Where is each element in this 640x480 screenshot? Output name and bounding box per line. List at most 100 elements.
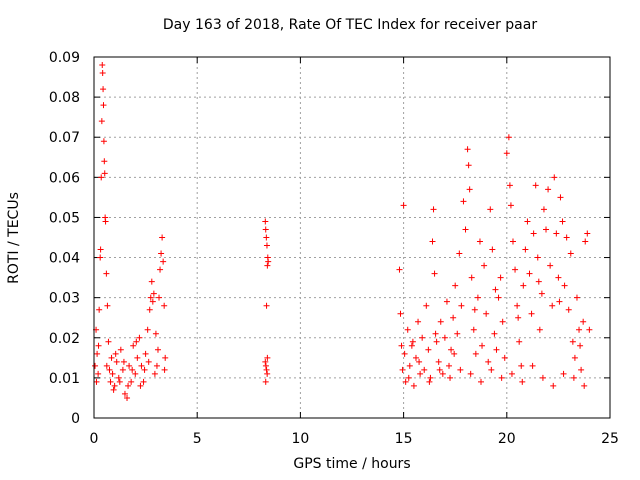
data-point [162,354,169,361]
data-point [152,330,159,337]
data-point [262,358,269,365]
data-point [483,310,490,317]
grid [94,57,610,418]
data-point [497,274,504,281]
data-point [528,310,535,317]
x-axis-label: GPS time / hours [293,456,411,472]
y-tick-label: 0.08 [49,90,80,106]
data-point [262,218,269,225]
data-point [262,362,269,369]
data-point [149,298,156,305]
data-point [399,366,406,373]
data-point [121,390,128,397]
data-point [263,242,270,249]
data-point [120,358,127,365]
data-point [154,346,161,353]
data-point [464,146,471,153]
data-point [556,298,563,305]
data-point [113,358,120,365]
data-point [128,378,135,385]
data-point [443,298,450,305]
data-point [98,174,105,181]
data-point [264,370,271,377]
data-point [530,230,537,237]
data-point [95,370,102,377]
data-point [436,366,443,373]
data-point [111,382,118,389]
data-point [99,62,106,69]
data-point [529,362,536,369]
data-point [142,350,149,357]
data-point [549,302,556,309]
data-point [465,162,472,169]
data-point [435,358,442,365]
data-point [553,230,560,237]
x-tick-label: 25 [601,431,619,447]
data-point [161,302,168,309]
data-point [125,382,132,389]
data-point [581,382,588,389]
data-point [456,250,463,257]
data-point [467,370,474,377]
data-point [452,282,459,289]
data-point [429,238,436,245]
data-point [522,246,529,253]
data-point [108,354,115,361]
data-point [415,318,422,325]
data-point [576,326,583,333]
data-point [94,350,101,357]
data-point [141,366,148,373]
data-point [448,346,455,353]
y-tick-label: 0.05 [49,210,80,226]
data-point [100,102,107,109]
data-point [559,218,566,225]
data-point [124,394,131,401]
data-point [132,370,139,377]
chart-title: Day 163 of 2018, Rate Of TEC Index for r… [162,17,538,33]
data-point [508,370,515,377]
data-point [398,342,405,349]
data-point [92,362,99,369]
data-point [160,258,167,265]
data-point [468,274,475,281]
data-point [412,354,419,361]
data-point [110,386,117,393]
data-point [263,302,270,309]
data-point [96,306,103,313]
data-point [95,342,102,349]
data-point [410,382,417,389]
data-point [423,302,430,309]
data-point [117,346,124,353]
data-point [116,378,123,385]
data-point [478,378,484,385]
data-point [462,226,469,233]
data-point [555,274,562,281]
data-point [458,302,465,309]
data-point [99,70,106,77]
data-point [538,290,545,297]
data-point [540,206,547,213]
x-tick-label: 15 [395,431,413,447]
data-point [265,258,272,265]
data-point [446,362,453,369]
data-point [539,374,546,381]
data-point [495,294,502,301]
data-point [582,238,589,245]
data-point [441,334,448,341]
data-point [431,270,438,277]
data-point [472,350,479,357]
data-point [454,330,461,337]
data-point [156,294,163,301]
data-point [570,374,577,381]
data-point [557,194,564,201]
data-point [101,170,108,177]
data-point [518,362,525,369]
data-point [109,370,116,377]
data-point [514,302,521,309]
data-point [134,354,141,361]
data-point [97,254,104,261]
data-point [488,366,495,373]
data-point [507,202,514,209]
y-tick-label: 0.02 [49,331,80,347]
data-point [506,182,513,189]
